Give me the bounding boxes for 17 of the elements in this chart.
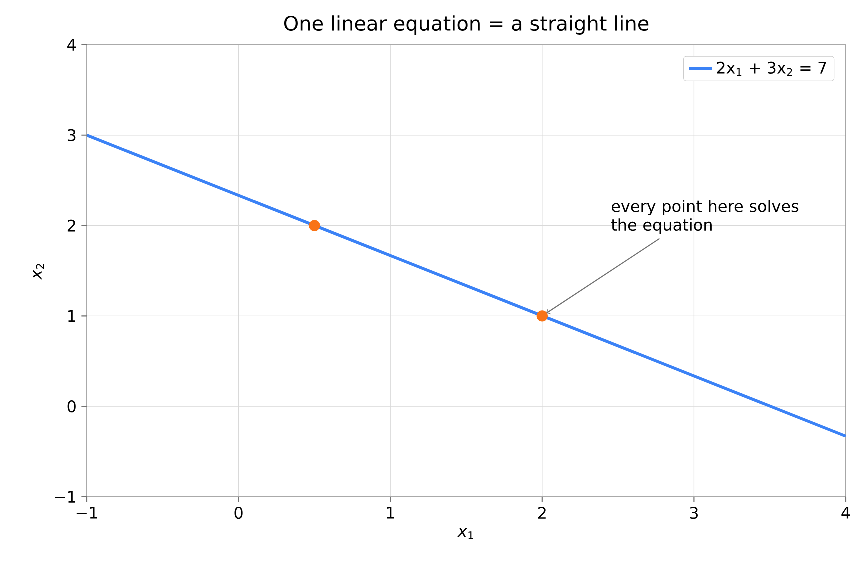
x-tick-label: 1 xyxy=(387,507,394,519)
x-tick-label: 2 xyxy=(538,507,546,519)
y-tick-label: 0 xyxy=(68,400,76,413)
y-tick-label: −1 xyxy=(55,491,76,503)
y-tick-label: 4 xyxy=(68,39,76,51)
legend-label: 2x$_{1}$ + 3x$_{2}$ = 7 xyxy=(717,62,826,76)
annotation: every point here solves the equation xyxy=(612,200,799,234)
chart-title: One linear equation = a straight line xyxy=(284,16,649,35)
x-tick-label: 3 xyxy=(690,507,698,520)
y-tick-label: 1 xyxy=(68,310,76,322)
x-tick-label: −1 xyxy=(76,507,98,519)
x-axis-title: x$_{1}$ xyxy=(458,528,474,540)
x-tick-label: 0 xyxy=(234,507,243,520)
y-tick-label: 3 xyxy=(68,129,76,142)
y-tick-label: 2 xyxy=(68,220,76,232)
x-tick-label: 4 xyxy=(842,507,850,519)
y-axis-title: x$_{2}$ xyxy=(33,264,44,280)
